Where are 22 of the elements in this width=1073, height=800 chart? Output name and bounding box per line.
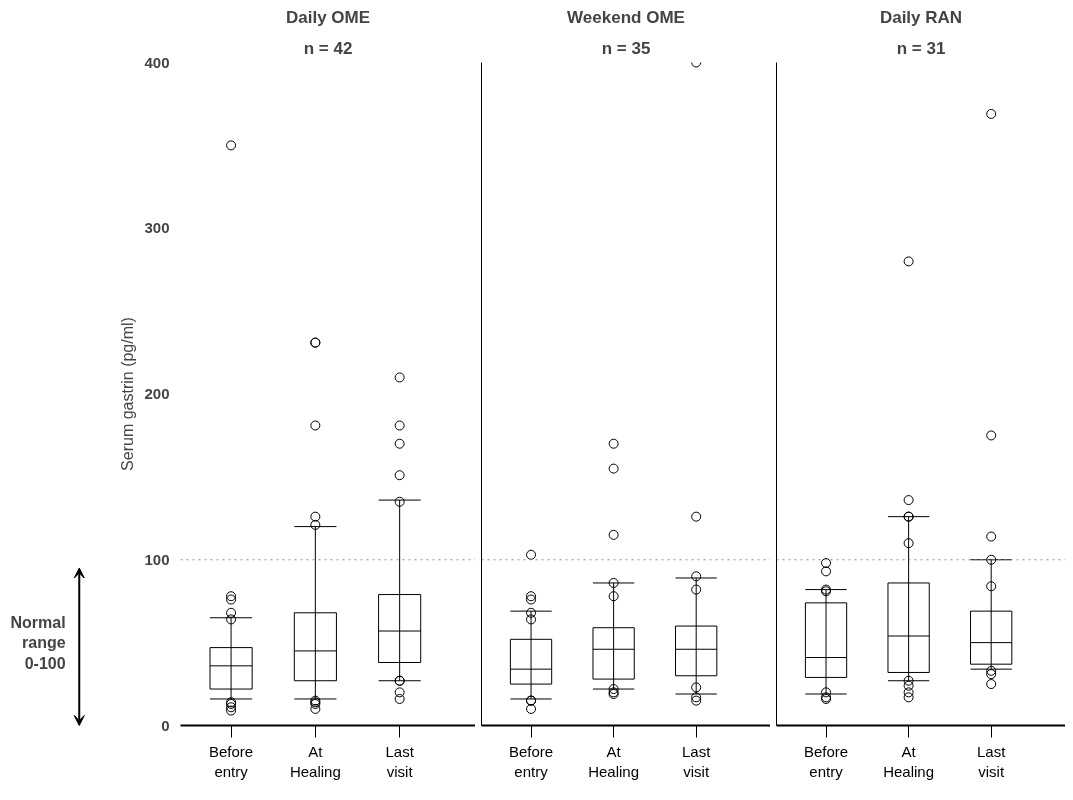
- x-tick-label: Before entry: [508, 742, 554, 780]
- chart-subtitle: n = 42: [303, 38, 353, 58]
- x-tick-label: Last visit: [977, 742, 1007, 780]
- y-tick-label: 100: [144, 550, 170, 568]
- y-tick-label: 200: [144, 385, 170, 402]
- text: Normal range 0-100: [10, 613, 66, 672]
- x-tick-label: Before entry: [208, 742, 254, 780]
- y-axis-title: Serum gastrin (pg/ml): [119, 317, 137, 471]
- y-tick-label: 0: [161, 716, 170, 734]
- y-tick-label: 400: [144, 53, 170, 71]
- chart-title: Weekend OME: [567, 7, 685, 27]
- chart-title: Daily RAN: [879, 7, 963, 27]
- y-tick-label: 300: [144, 219, 170, 237]
- chart-subtitle: n = 35: [601, 38, 651, 58]
- x-tick-label: Last visit: [385, 742, 415, 780]
- chart-subtitle: n = 31: [896, 38, 946, 58]
- chart-title: Daily OME: [285, 7, 371, 27]
- x-tick-label: At Healing: [883, 742, 935, 780]
- x-tick-label: At Healing: [588, 742, 640, 780]
- x-tick-label: Before entry: [803, 742, 849, 780]
- x-tick-label: Last visit: [682, 742, 712, 780]
- x-tick-label: At Healing: [289, 742, 341, 780]
